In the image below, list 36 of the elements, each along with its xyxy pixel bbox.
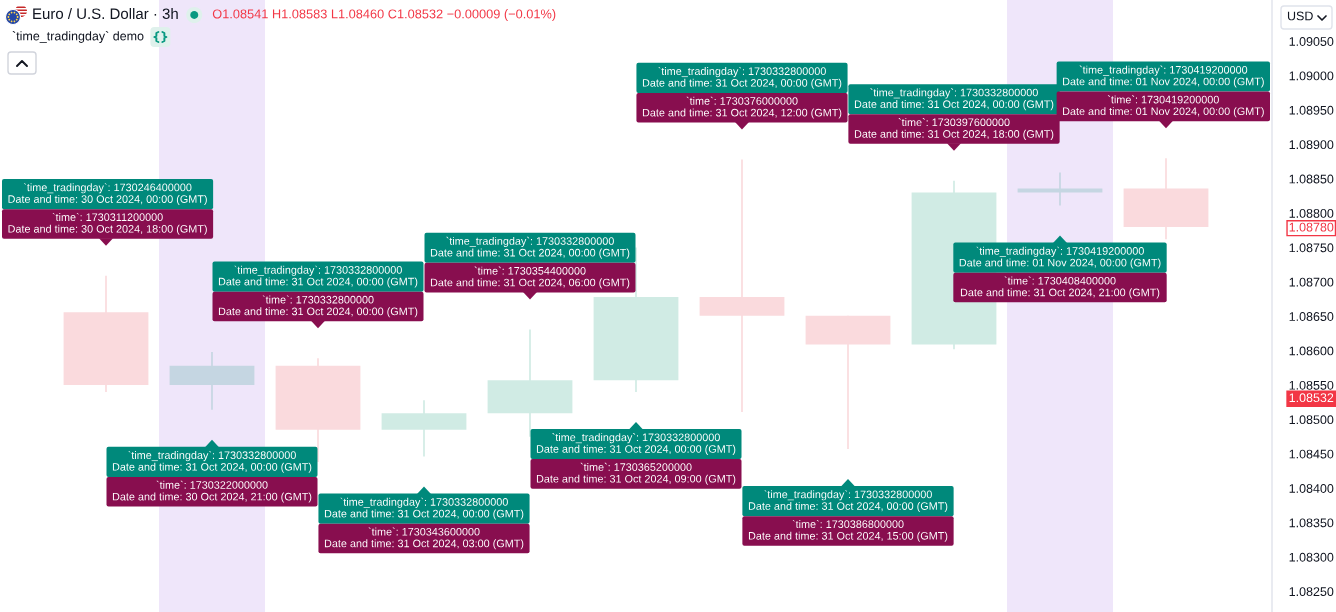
annotation: `time_tradingday`: 1730332800000 Date and time: 31 Oct 2024, 00:00 (GMT) `time`: 1730397600000 Date and time: 31 Oct 2024, 18:00 (GMT) (854, 88, 1054, 140)
annotation: `time_tradingday`: 1730246400000 Date and time: 30 Oct 2024, 00:00 (GMT) `time`: 1730311200000 Date and time: 30 Oct 2024, 18:00 (GMT) (8, 183, 207, 235)
text: `time_tradingday` demo (12, 31, 144, 43)
y-tick-label: 1.08350 (1289, 518, 1334, 528)
annotation: `time_tradingday`: 1730332800000 Date and time: 31 Oct 2024, 00:00 (GMT) `time`: 1730365200000 Date and time: 31 Oct 2024, 09:00 (GMT) (536, 433, 736, 485)
y-tick-label: 1.08950 (1289, 105, 1334, 115)
y-tick-label: 1.09050 (1289, 37, 1334, 46)
y-tick-label: 1.08550 (1289, 380, 1334, 390)
candlestick (699, 158, 785, 413)
y-tick-label: 1.08650 (1289, 312, 1334, 321)
y-tick-label: 1.08500 (1289, 415, 1334, 425)
y-tick-label: 1.08532 (1289, 393, 1334, 403)
annotation: `time_tradingday`: 1730332800000 Date and time: 31 Oct 2024, 00:00 (GMT) `time`: 1730343600000 Date and time: 31 Oct 2024, 03:00 (GMT) (324, 497, 524, 550)
y-tick-label: 1.08850 (1289, 174, 1334, 184)
annotation: `time_tradingday`: 1730419200000 Date and time: 01 Nov 2024, 00:00 (GMT) `time`: 1730408400000 Date and time: 31 Oct 2024, 21:00 (GMT) (959, 246, 1161, 299)
annotation: O1.08541 H1.08583 L1.08460 C1.08532 −0.00009 (−0.01%) (212, 9, 556, 21)
y-tick-label: 1.09000 (1289, 71, 1334, 81)
y-tick-label: 1.08750 (1289, 243, 1334, 253)
y-tick-label: 1.08400 (1289, 484, 1334, 493)
y-tick-label: 1.08250 (1289, 587, 1334, 597)
y-tick-label: 1.08700 (1289, 277, 1334, 287)
annotation: `time_tradingday`: 1730332800000 Date and time: 31 Oct 2024, 00:00 (GMT) `time`: 1730386800000 Date and time: 31 Oct 2024, 15:00 (GMT) (748, 490, 948, 542)
y-tick-label: 1.08450 (1289, 449, 1334, 459)
annotation: `time_tradingday`: 1730332800000 Date and time: 31 Oct 2024, 00:00 (GMT) `time`: 1730332800000 Date and time: 31 Oct 2024, 00:00 (GMT) (218, 265, 418, 318)
y-tick-label: 1.08600 (1289, 346, 1334, 356)
candlestick (1017, 171, 1103, 207)
annotation: `time_tradingday`: 1730332800000 Date and time: 31 Oct 2024, 00:00 (GMT) `time`: 1730354400000 Date and time: 31 Oct 2024, 06:00 (GMT) (430, 236, 630, 289)
y-tick-label: 1.08900 (1289, 140, 1334, 150)
chart-title: Euro / U.S. Dollar · 3h (33, 8, 178, 20)
y-tick-label: 1.08300 (1289, 552, 1334, 562)
annotation: `time_tradingday`: 1730332800000 Date and time: 31 Oct 2024, 00:00 (GMT) `time`: 1730376000000 Date and time: 31 Oct 2024, 12:00 (GMT) (642, 66, 842, 119)
annotation: `time_tradingday`: 1730332800000 Date and time: 31 Oct 2024, 00:00 (GMT) `time`: 1730322000000 Date and time: 30 Oct 2024, 21:00 (GMT) (112, 450, 312, 503)
y-tick-label: 1.08780 (1289, 222, 1334, 232)
annotation: `time_tradingday`: 1730419200000 Date and time: 01 Nov 2024, 00:00 (GMT) `time`: 1730419200000 Date and time: 01 Nov 2024, 00:00 (GMT) (1063, 65, 1264, 118)
y-tick-label: 1.08800 (1289, 208, 1334, 218)
y-axis-title: USD (1287, 11, 1313, 21)
